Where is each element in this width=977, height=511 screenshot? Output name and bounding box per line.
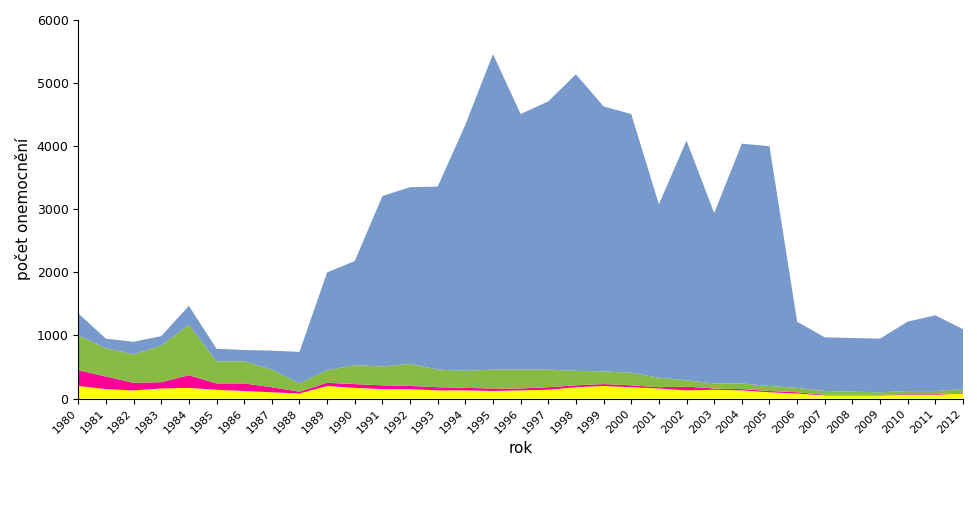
Y-axis label: počet onemocnění: počet onemocnění bbox=[15, 138, 31, 281]
X-axis label: rok: rok bbox=[508, 441, 532, 456]
